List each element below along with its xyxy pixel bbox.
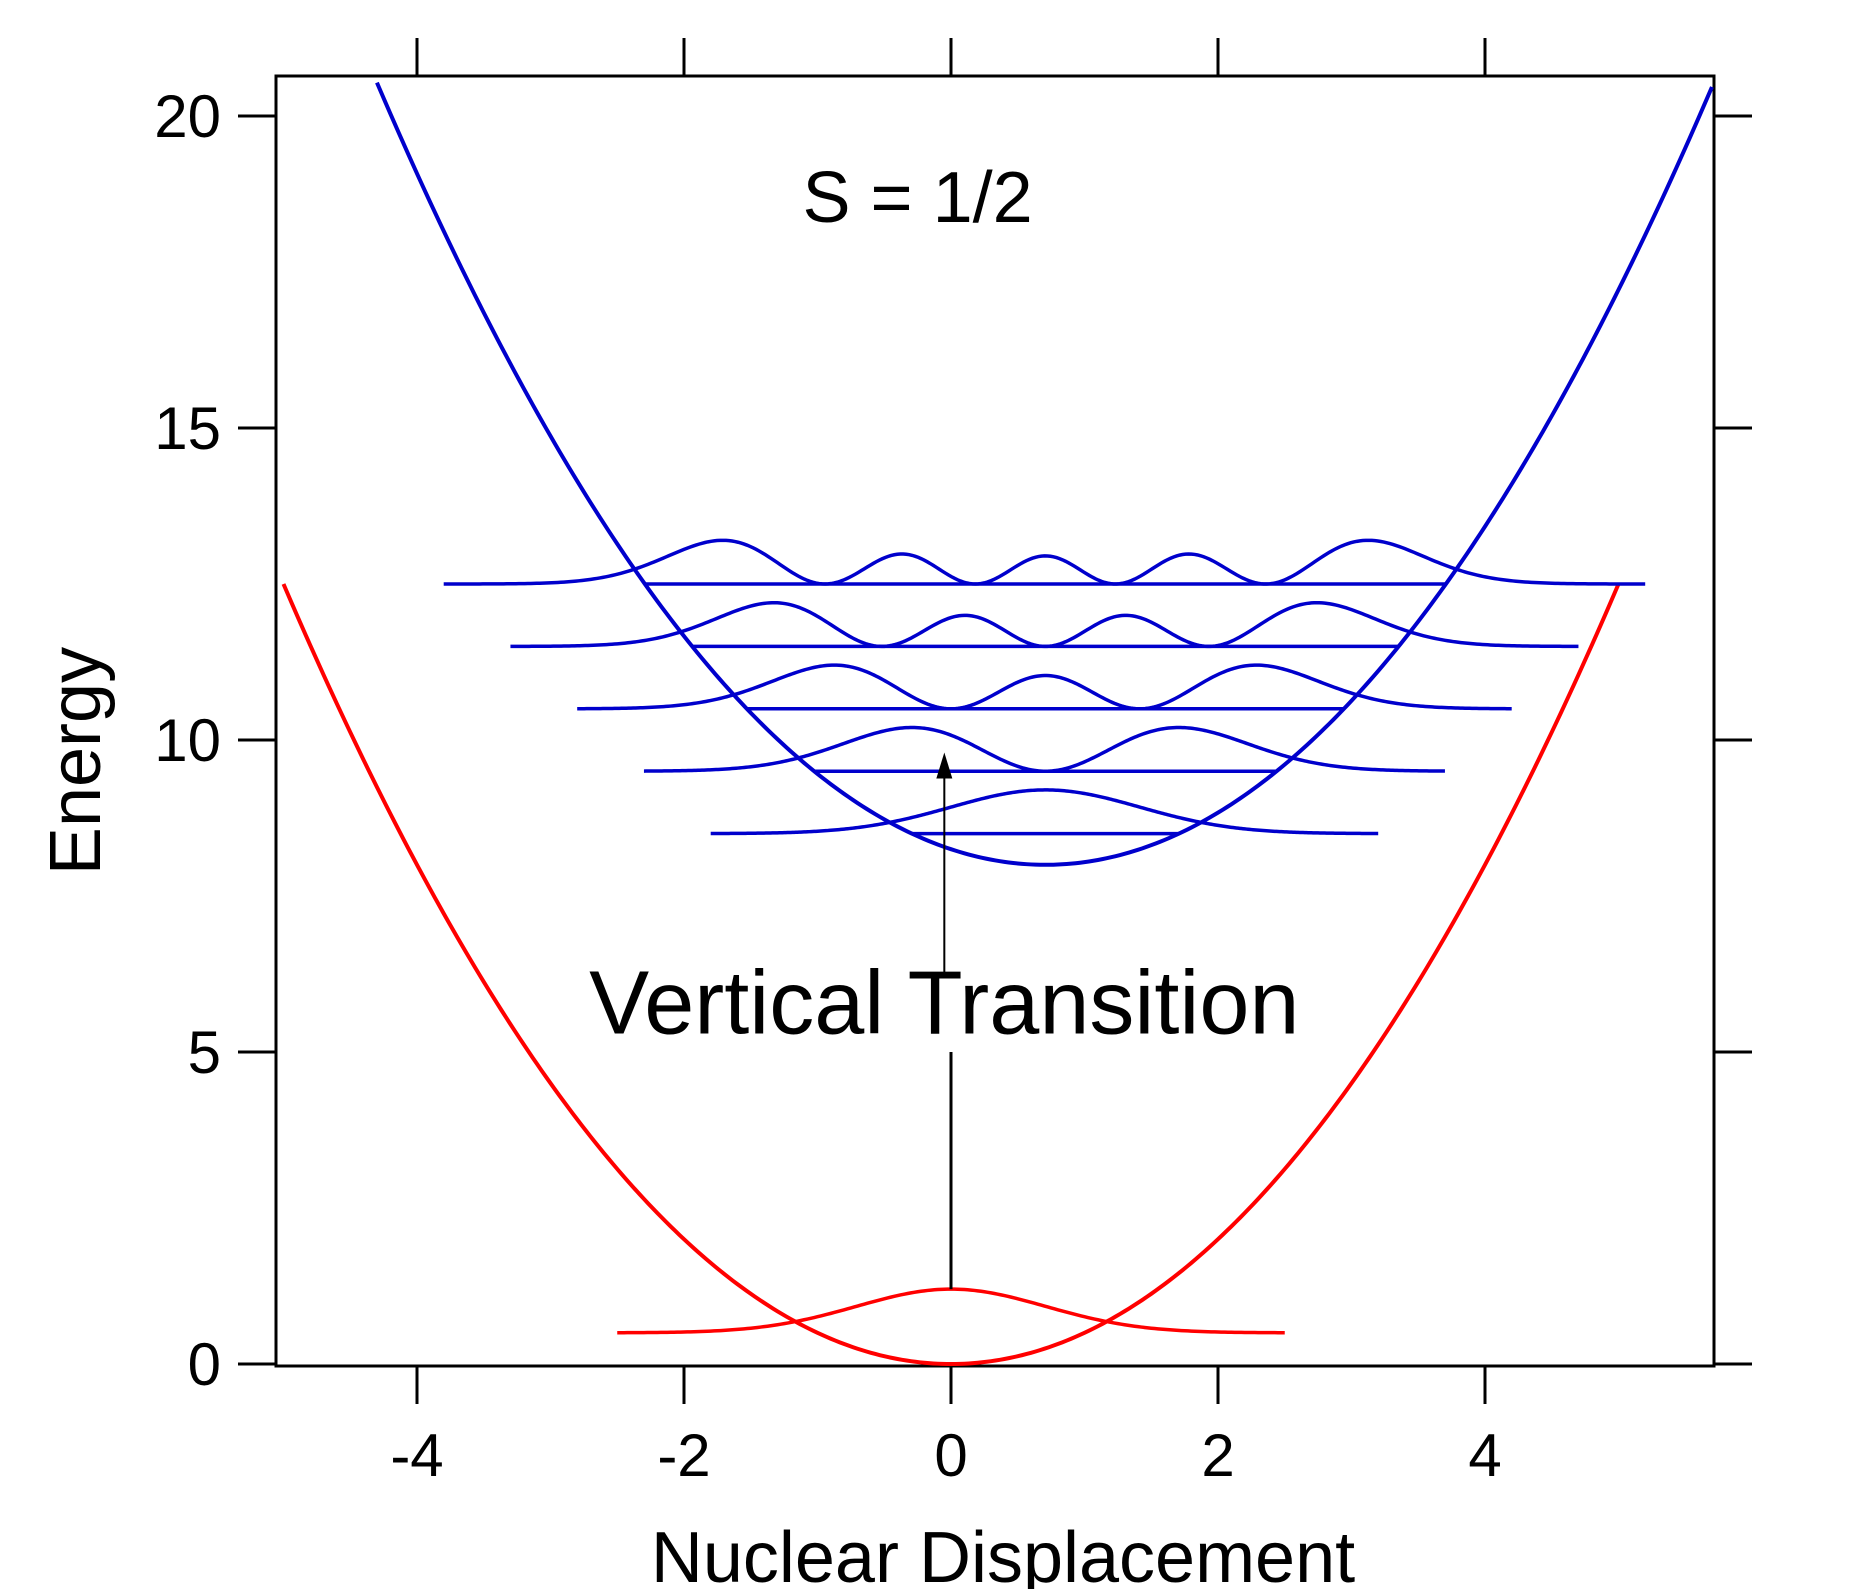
- transition-arrowhead: [936, 752, 953, 779]
- annotation-s: S = 1/2: [803, 158, 1033, 238]
- x-tick-label: -2: [657, 1422, 710, 1489]
- x-tick-label: 2: [1201, 1422, 1234, 1489]
- y-tick-label: 15: [154, 395, 221, 462]
- y-tick-label: 0: [188, 1331, 221, 1398]
- axes-layer: -4 -2 0 2 4 0 5 10 15 20: [154, 38, 1752, 1489]
- y-tick-label: 5: [188, 1019, 221, 1086]
- ground-wavefunction: [617, 1287, 1285, 1335]
- annotations-layer: S = 1/2 Vertical Transition: [589, 158, 1299, 1053]
- plot-frame: [274, 74, 1716, 1368]
- excited-wavefunction-3: [510, 600, 1579, 649]
- y-tick-label: 20: [154, 83, 221, 150]
- excited-wavefunction-0: [710, 788, 1379, 836]
- x-tick-label: -4: [390, 1422, 443, 1489]
- x-axis-label: Nuclear Displacement: [651, 1518, 1355, 1589]
- excited-wavefunction-2: [577, 663, 1512, 711]
- axis-labels-layer: Nuclear Displacement Energy: [36, 647, 1355, 1589]
- ground-potential-curve: [281, 583, 1621, 1367]
- excited-wavefunction-4: [443, 538, 1646, 586]
- y-tick-label: 10: [154, 707, 221, 774]
- excited-potential-curve: [375, 81, 1714, 867]
- x-tick-label: 4: [1468, 1422, 1501, 1489]
- curves-layer: [281, 81, 1714, 1367]
- excited-wavefunction-1: [643, 725, 1445, 773]
- annotation-vertical-transition: Vertical Transition: [589, 953, 1299, 1053]
- y-axis-label: Energy: [36, 647, 116, 875]
- x-tick-label: 0: [934, 1422, 967, 1489]
